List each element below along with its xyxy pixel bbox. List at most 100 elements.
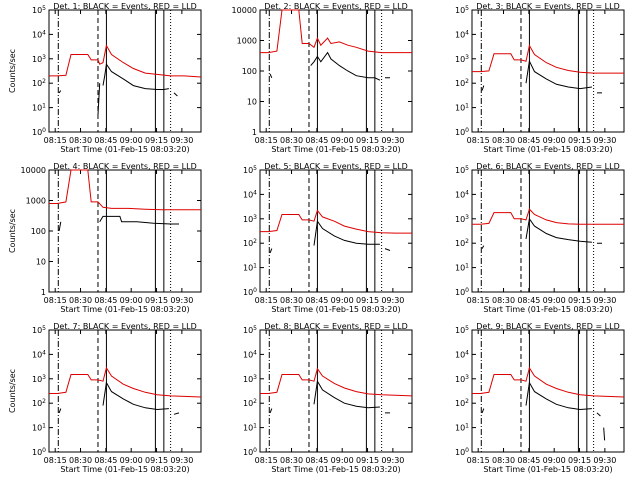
plot-frame (259, 169, 413, 293)
detector-plot: Det. 8: BLACK = Events, RED = LLD 100 101 1… (243, 322, 413, 474)
y-tick-label: 105 (32, 325, 46, 335)
plot-title: Det. 6: BLACK = Events, RED = LLD (476, 162, 620, 171)
x-tick-label: 09:00 (543, 296, 566, 305)
x-tick-label: 08:15 (44, 456, 67, 465)
x-tick-label: 08:45 (305, 296, 328, 305)
detector-plot: Det. 2: BLACK = Events, RED = LLD 1 10 100 1… (232, 2, 413, 154)
y-tick-label: 1 (41, 288, 46, 297)
y-tick-label: 102 (455, 398, 469, 408)
y-tick-label: 105 (243, 165, 257, 175)
series-lld-line (472, 44, 624, 74)
x-tick-label: 09:00 (120, 296, 143, 305)
x-axis-label: Start Time (01-Feb-15 08:03:20) (483, 145, 612, 154)
y-tick-label: 104 (32, 349, 46, 359)
x-axis-label: Start Time (01-Feb-15 08:03:20) (60, 305, 189, 314)
y-tick-label: 10 (247, 98, 257, 107)
y-tick-label: 105 (455, 165, 469, 175)
series-events-line (269, 219, 391, 254)
x-tick-label: 09:15 (356, 136, 379, 145)
plot-frame (48, 169, 202, 293)
x-tick-label: 08:15 (44, 136, 67, 145)
series-lld-line (260, 209, 412, 234)
x-tick-label: 08:45 (94, 136, 117, 145)
x-tick-label: 09:30 (593, 456, 616, 465)
y-tick-label: 104 (243, 349, 257, 359)
plot-frame (259, 9, 413, 133)
y-tick-label: 1 (252, 128, 257, 137)
x-tick-label: 09:30 (381, 136, 404, 145)
x-tick-label: 09:15 (356, 296, 379, 305)
y-tick-label: 103 (455, 54, 469, 64)
x-axis-label: Start Time (01-Feb-15 08:03:20) (271, 465, 400, 474)
y-tick-label: 100 (242, 67, 257, 76)
x-tick-label: 09:15 (145, 136, 168, 145)
series-events-line (481, 217, 602, 249)
x-tick-label: 09:00 (120, 136, 143, 145)
plot-title: Det. 3: BLACK = Events, RED = LLD (476, 2, 620, 11)
y-tick-label: 100 (455, 127, 469, 137)
x-tick-label: 09:00 (543, 136, 566, 145)
y-tick-label: 10000 (21, 166, 46, 175)
x-tick-label: 09:30 (170, 456, 193, 465)
y-tick-label: 101 (243, 263, 257, 273)
x-tick-label: 08:45 (94, 296, 117, 305)
x-tick-label: 09:00 (120, 456, 143, 465)
x-tick-label: 08:15 (467, 296, 490, 305)
x-tick-label: 09:15 (568, 296, 591, 305)
x-tick-label: 09:15 (145, 456, 168, 465)
y-tick-label: 103 (243, 374, 257, 384)
x-tick-label: 09:00 (331, 136, 354, 145)
x-tick-label: 08:30 (69, 136, 92, 145)
x-tick-label: 09:30 (593, 136, 616, 145)
x-tick-label: 08:15 (44, 296, 67, 305)
x-tick-label: 09:00 (543, 456, 566, 465)
x-tick-label: 09:15 (145, 296, 168, 305)
plot-title: Det. 4: BLACK = Events, RED = LLD (53, 162, 197, 171)
plot-title: Det. 8: BLACK = Events, RED = LLD (264, 322, 408, 331)
series-events-line (269, 51, 390, 81)
x-tick-label: 09:30 (381, 456, 404, 465)
y-tick-label: 103 (32, 54, 46, 64)
y-tick-label: 10000 (232, 6, 257, 15)
x-tick-label: 08:45 (305, 456, 328, 465)
x-tick-label: 08:45 (517, 296, 540, 305)
y-tick-label: 104 (455, 349, 469, 359)
detector-plot: Det. 6: BLACK = Events, RED = LLD 100 101 1… (455, 162, 625, 314)
x-tick-label: 08:30 (69, 296, 92, 305)
plot-title: Det. 1: BLACK = Events, RED = LLD (53, 2, 197, 11)
x-tick-label: 08:30 (280, 456, 303, 465)
y-tick-label: 101 (32, 423, 46, 433)
x-tick-label: 08:45 (517, 456, 540, 465)
x-axis-label: Start Time (01-Feb-15 08:03:20) (271, 145, 400, 154)
series-lld-line (49, 169, 201, 211)
y-tick-label: 103 (455, 214, 469, 224)
series-events-line (269, 379, 390, 414)
series-events-line (481, 59, 602, 94)
detector-plot: Det. 3: BLACK = Events, RED = LLD 100 101 1… (455, 2, 625, 154)
y-tick-label: 100 (455, 447, 469, 457)
y-tick-label: 105 (455, 325, 469, 335)
x-tick-label: 09:15 (568, 136, 591, 145)
y-tick-label: 100 (32, 447, 46, 457)
plot-title: Det. 9: BLACK = Events, RED = LLD (476, 322, 620, 331)
y-tick-label: 100 (243, 287, 257, 297)
x-tick-label: 09:30 (170, 136, 193, 145)
x-tick-label: 08:30 (492, 296, 515, 305)
y-tick-label: 103 (243, 214, 257, 224)
series-events-line (58, 215, 179, 232)
y-tick-label: 103 (455, 374, 469, 384)
y-axis-label: Counts/sec (8, 369, 17, 413)
series-events-line (481, 381, 606, 441)
detector-plot: Det. 4: BLACK = Events, RED = LLD 1 10 100 1… (8, 162, 202, 314)
detector-plot: Det. 9: BLACK = Events, RED = LLD 100 101 1… (455, 322, 625, 474)
x-tick-label: 09:00 (331, 456, 354, 465)
x-tick-label: 08:15 (255, 136, 278, 145)
y-tick-label: 101 (32, 103, 46, 113)
series-lld-line (49, 366, 202, 398)
x-tick-label: 09:30 (381, 296, 404, 305)
y-tick-label: 10 (36, 258, 46, 267)
x-axis-label: Start Time (01-Feb-15 08:03:20) (483, 465, 612, 474)
y-tick-label: 102 (243, 398, 257, 408)
x-tick-label: 09:30 (170, 296, 193, 305)
